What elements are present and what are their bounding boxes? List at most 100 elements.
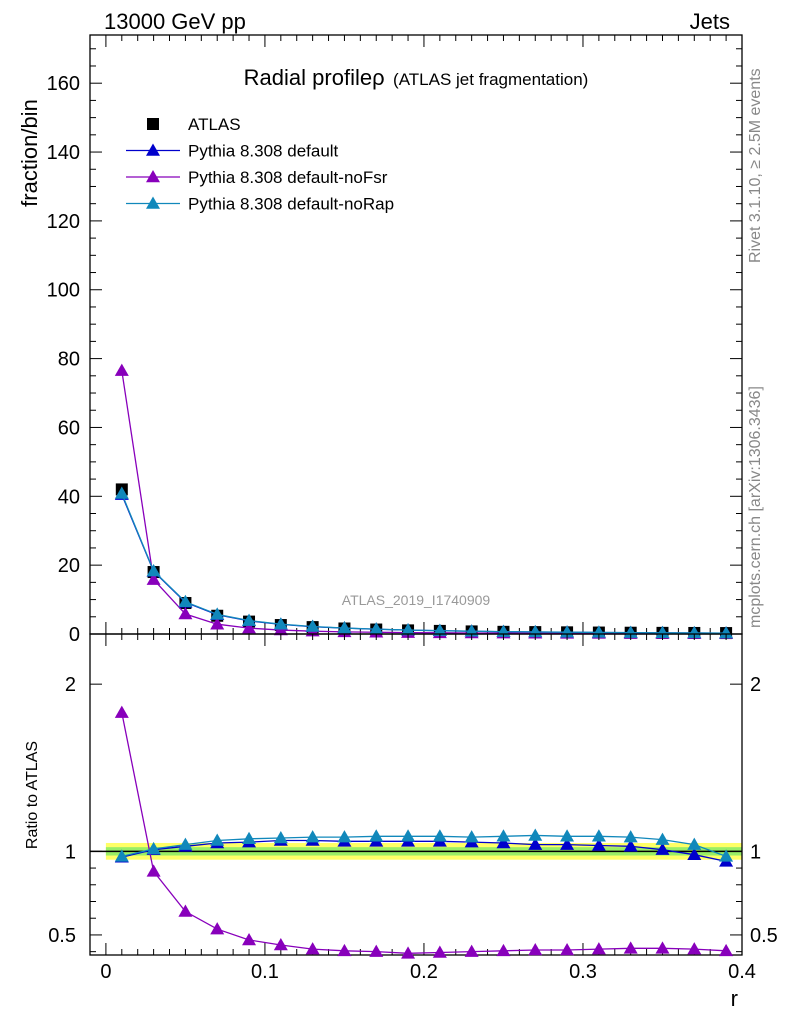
ratio-data-point bbox=[464, 830, 479, 843]
ratio-y-tick-labels: 0.5 0.5 1 1 2 2 bbox=[48, 674, 778, 947]
ratio-series-line bbox=[121, 834, 727, 857]
ratio-y-tick-label-right: 1 bbox=[750, 841, 761, 863]
ratio-y-axis-label: Ratio to ATLAS bbox=[24, 741, 41, 849]
ratio-y-tick-label: 2 bbox=[65, 674, 76, 696]
ratio-data-point bbox=[623, 830, 638, 843]
chart-title-sub: (ATLAS jet fragmentation) bbox=[393, 70, 588, 89]
ratio-series-group bbox=[114, 705, 734, 959]
data-point bbox=[178, 594, 193, 608]
data-point bbox=[114, 363, 129, 376]
ratio-y-tick-label-right: 2 bbox=[750, 674, 761, 696]
ratio-data-point bbox=[528, 828, 543, 841]
energy-label: 13000 GeV pp bbox=[104, 9, 246, 34]
analysis-watermark: ATLAS_2019_I1740909 bbox=[342, 592, 491, 608]
ratio-data-point bbox=[687, 847, 702, 860]
ratio-data-point bbox=[337, 830, 352, 843]
ratio-data-point bbox=[655, 842, 670, 855]
ratio-data-point bbox=[464, 944, 479, 957]
mcplots-label: mcplots.cern.ch [arXiv:1306.3436] bbox=[747, 386, 764, 628]
data-point bbox=[210, 617, 225, 630]
ratio-data-point bbox=[655, 832, 670, 845]
x-tick-label: 0.4 bbox=[728, 961, 756, 983]
x-tick-label: 0.3 bbox=[569, 961, 597, 983]
ratio-series-2 bbox=[114, 828, 734, 862]
ratio-data-point bbox=[210, 833, 225, 846]
data-point bbox=[401, 623, 416, 636]
ratio-data-point bbox=[623, 839, 638, 852]
legend-label: Pythia 8.308 default-noRap bbox=[188, 195, 394, 214]
legend-item: Pythia 8.308 default bbox=[126, 142, 339, 161]
ratio-series-line bbox=[121, 712, 727, 954]
ratio-data-point bbox=[655, 941, 670, 954]
legend-marker-triangle bbox=[146, 170, 160, 183]
ratio-axis-ticks bbox=[89, 634, 743, 955]
data-point bbox=[146, 564, 161, 577]
ratio-data-point bbox=[369, 829, 384, 842]
data-point bbox=[114, 486, 129, 499]
legend-item: Pythia 8.308 default-noFsr bbox=[126, 168, 388, 187]
data-point bbox=[337, 621, 352, 634]
ratio-data-point bbox=[273, 937, 288, 951]
ratio-data-point bbox=[591, 942, 606, 955]
main-y-tick-label: 120 bbox=[47, 211, 80, 233]
main-y-axis-label: fraction/bin bbox=[17, 99, 42, 207]
ratio-data-point bbox=[432, 829, 447, 842]
legend-label: Pythia 8.308 default bbox=[188, 142, 339, 161]
main-panel: 0 20 40 60 80 100 120 140 160 fraction/bin Radia… bbox=[17, 34, 743, 646]
data-point bbox=[687, 625, 702, 639]
ratio-data-point bbox=[178, 837, 193, 850]
data-point bbox=[146, 572, 161, 585]
legend: ATLAS Pythia 8.308 default Pythia 8.308 de… bbox=[126, 115, 394, 214]
legend-label: Pythia 8.308 default-noFsr bbox=[188, 168, 388, 187]
ratio-data-point bbox=[496, 829, 511, 842]
data-point bbox=[305, 619, 320, 632]
legend-marker-triangle bbox=[146, 196, 160, 209]
ratio-data-point bbox=[560, 942, 575, 956]
ratio-data-point bbox=[242, 932, 257, 946]
legend-item: Pythia 8.308 default-noRap bbox=[126, 195, 394, 214]
main-y-tick-label: 160 bbox=[47, 73, 80, 95]
ratio-data-point bbox=[560, 829, 575, 842]
x-tick-label: 0.1 bbox=[251, 961, 279, 983]
ratio-data-point bbox=[496, 943, 511, 957]
data-point bbox=[178, 607, 193, 620]
series-line bbox=[121, 493, 727, 634]
chart-title-main: Radial profileρ bbox=[244, 65, 385, 90]
ratio-data-point bbox=[496, 835, 511, 849]
data-point bbox=[432, 623, 447, 636]
ratio-data-point bbox=[210, 922, 225, 935]
ratio-data-point bbox=[401, 829, 416, 842]
ratio-y-tick-label: 0.5 bbox=[48, 925, 76, 947]
x-axis-label: r bbox=[731, 986, 738, 1011]
ratio-data-point bbox=[528, 837, 543, 850]
ratio-data-point bbox=[369, 944, 384, 957]
legend-marker-triangle bbox=[146, 143, 160, 156]
ratio-series-1 bbox=[114, 705, 734, 959]
data-point bbox=[242, 613, 257, 626]
ratio-data-point bbox=[528, 942, 543, 956]
x-tick-label: 0.2 bbox=[410, 961, 438, 983]
ratio-data-point bbox=[114, 705, 129, 718]
ratio-data-point bbox=[146, 841, 161, 855]
legend-item: ATLAS bbox=[147, 115, 241, 134]
data-point bbox=[210, 607, 225, 620]
data-point bbox=[719, 626, 734, 639]
legend-label: ATLAS bbox=[188, 115, 241, 134]
ratio-data-point bbox=[591, 838, 606, 851]
legend-marker-square bbox=[147, 118, 159, 130]
main-y-tick-label: 100 bbox=[47, 280, 80, 302]
rivet-version-label: Rivet 3.1.10, ≥ 2.5M events bbox=[747, 68, 764, 263]
chart-title: Radial profileρ (ATLAS jet fragmentation… bbox=[244, 65, 589, 90]
main-y-tick-label: 140 bbox=[47, 142, 80, 164]
data-point bbox=[655, 625, 670, 639]
main-y-tick-labels: 0 20 40 60 80 100 120 140 160 bbox=[47, 73, 80, 646]
series-3 bbox=[114, 486, 734, 639]
ratio-y-tick-label-right: 0.5 bbox=[750, 925, 778, 947]
ratio-data-point bbox=[305, 942, 320, 955]
ratio-data-point bbox=[719, 943, 734, 957]
ratio-data-point bbox=[591, 829, 606, 842]
x-tick-label: 0 bbox=[100, 961, 111, 983]
main-y-tick-label: 40 bbox=[58, 486, 80, 508]
ratio-data-point bbox=[687, 837, 702, 850]
